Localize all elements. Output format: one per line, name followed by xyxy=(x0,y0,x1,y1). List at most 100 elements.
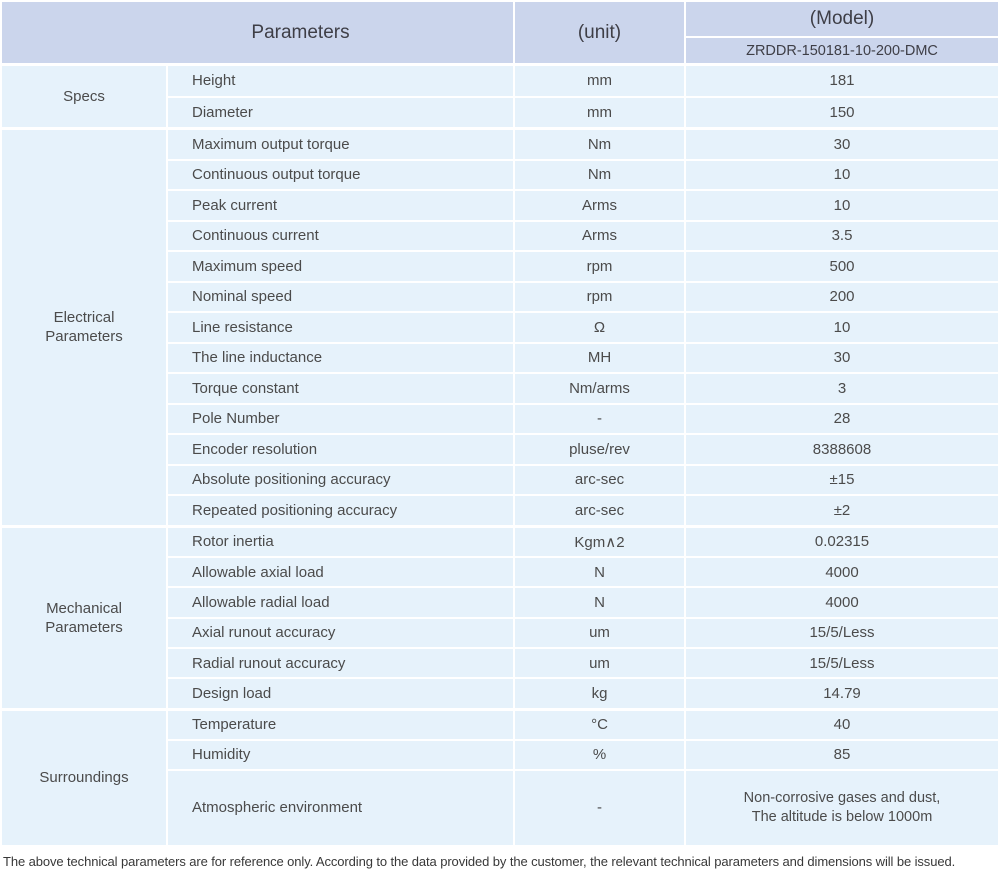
value-cell: 0.02315 xyxy=(686,527,998,556)
value-cell: 15/5/Less xyxy=(686,649,998,678)
table-header: Parameters (unit) (Model) ZRDDR-150181-1… xyxy=(2,2,998,63)
table-section: Specs Height mm 181 Diameter mm 150 xyxy=(2,66,998,127)
parameter-name-cell: Atmospheric environment xyxy=(168,770,513,845)
parameter-name-cell: Maximum speed xyxy=(168,252,513,281)
parameter-name-cell: Diameter xyxy=(168,97,513,127)
table-row: Rotor inertia Kgm∧2 0.02315 xyxy=(168,527,998,556)
table-row: Design load kg 14.79 xyxy=(168,679,998,708)
unit-cell: kg xyxy=(515,679,684,708)
parameter-name-cell: Continuous output torque xyxy=(168,160,513,189)
table-row: Peak current Arms 10 xyxy=(168,191,998,220)
table-row: Allowable axial load N 4000 xyxy=(168,557,998,587)
value-cell: 10 xyxy=(686,191,998,220)
table-row: Continuous current Arms 3.5 xyxy=(168,221,998,250)
table-row: Temperature °C 40 xyxy=(168,710,998,739)
unit-cell: arc-sec xyxy=(515,496,684,525)
table-row: Absolute positioning accuracy arc-sec ±1… xyxy=(168,465,998,494)
parameter-name-cell: Torque constant xyxy=(168,374,513,403)
value-cell: Non-corrosive gases and dust, The altitu… xyxy=(686,770,998,845)
table-row: Diameter mm 150 xyxy=(168,97,998,127)
unit-cell: rpm xyxy=(515,252,684,281)
table-row: Torque constant Nm/arms 3 xyxy=(168,374,998,403)
unit-cell: um xyxy=(515,649,684,678)
parameter-name-cell: Humidity xyxy=(168,740,513,769)
parameter-name-cell: Allowable axial load xyxy=(168,557,513,587)
value-cell: 4000 xyxy=(686,588,998,617)
parameter-name-cell: Line resistance xyxy=(168,313,513,342)
value-cell: 3.5 xyxy=(686,221,998,250)
parameter-name-cell: Nominal speed xyxy=(168,282,513,311)
unit-cell: arc-sec xyxy=(515,465,684,494)
unit-cell: pluse/rev xyxy=(515,435,684,464)
header-model-number: ZRDDR-150181-10-200-DMC xyxy=(686,38,998,63)
unit-cell: N xyxy=(515,557,684,587)
parameter-name-cell: Temperature xyxy=(168,710,513,739)
parameter-name-cell: The line inductance xyxy=(168,343,513,372)
header-model: (Model) xyxy=(686,2,998,36)
value-cell: 10 xyxy=(686,313,998,342)
parameter-name-cell: Axial runout accuracy xyxy=(168,618,513,648)
value-cell: 181 xyxy=(686,66,998,96)
parameter-name-cell: Height xyxy=(168,66,513,96)
parameter-name-cell: Peak current xyxy=(168,191,513,220)
table-row: Atmospheric environment - Non-corrosive … xyxy=(168,770,998,845)
unit-cell: um xyxy=(515,618,684,648)
category-cell: Electrical Parameters xyxy=(2,130,166,525)
value-cell: ±15 xyxy=(686,465,998,494)
value-cell: 28 xyxy=(686,404,998,433)
table-row: The line inductance MH 30 xyxy=(168,343,998,372)
unit-cell: % xyxy=(515,740,684,769)
value-cell: 30 xyxy=(686,343,998,372)
parameter-name-cell: Pole Number xyxy=(168,404,513,433)
unit-cell: Arms xyxy=(515,191,684,220)
table-row: Humidity % 85 xyxy=(168,740,998,769)
value-cell: 8388608 xyxy=(686,435,998,464)
unit-cell: mm xyxy=(515,66,684,96)
unit-cell: Ω xyxy=(515,313,684,342)
unit-cell: - xyxy=(515,770,684,845)
category-cell: Mechanical Parameters xyxy=(2,527,166,708)
unit-cell: rpm xyxy=(515,282,684,311)
unit-cell: - xyxy=(515,404,684,433)
table-row: Repeated positioning accuracy arc-sec ±2 xyxy=(168,496,998,525)
value-cell: 150 xyxy=(686,97,998,127)
parameter-name-cell: Absolute positioning accuracy xyxy=(168,465,513,494)
parameter-name-cell: Encoder resolution xyxy=(168,435,513,464)
footer-note: The above technical parameters are for r… xyxy=(3,853,956,869)
value-cell: 500 xyxy=(686,252,998,281)
header-parameters: Parameters xyxy=(2,2,513,63)
parameter-name-cell: Design load xyxy=(168,679,513,708)
value-cell: 10 xyxy=(686,160,998,189)
value-cell: 15/5/Less xyxy=(686,618,998,648)
section-rows: Maximum output torque Nm 30 Continuous o… xyxy=(168,130,998,525)
table-body: Specs Height mm 181 Diameter mm 150 Elec… xyxy=(2,66,998,845)
unit-cell: MH xyxy=(515,343,684,372)
parameter-name-cell: Repeated positioning accuracy xyxy=(168,496,513,525)
category-cell: Specs xyxy=(2,66,166,127)
parameter-name-cell: Radial runout accuracy xyxy=(168,649,513,678)
unit-cell: °C xyxy=(515,710,684,739)
unit-cell: Arms xyxy=(515,221,684,250)
parameter-name-cell: Rotor inertia xyxy=(168,527,513,556)
table-row: Allowable radial load N 4000 xyxy=(168,588,998,617)
unit-cell: Nm xyxy=(515,160,684,189)
table-row: Height mm 181 xyxy=(168,66,998,96)
parameter-name-cell: Maximum output torque xyxy=(168,130,513,159)
parameter-name-cell: Allowable radial load xyxy=(168,588,513,617)
section-rows: Height mm 181 Diameter mm 150 xyxy=(168,66,998,127)
unit-cell: N xyxy=(515,588,684,617)
header-unit: (unit) xyxy=(515,2,684,63)
table-row: Continuous output torque Nm 10 xyxy=(168,160,998,189)
table-row: Pole Number - 28 xyxy=(168,404,998,433)
unit-cell: Nm xyxy=(515,130,684,159)
value-cell: ±2 xyxy=(686,496,998,525)
unit-cell: Kgm∧2 xyxy=(515,527,684,556)
table-row: Encoder resolution pluse/rev 8388608 xyxy=(168,435,998,464)
value-cell: 14.79 xyxy=(686,679,998,708)
table-section: Mechanical Parameters Rotor inertia Kgm∧… xyxy=(2,527,998,708)
table-section: Electrical Parameters Maximum output tor… xyxy=(2,130,998,525)
section-rows: Temperature °C 40 Humidity % 85 Atmosphe… xyxy=(168,710,998,845)
unit-cell: Nm/arms xyxy=(515,374,684,403)
category-cell: Surroundings xyxy=(2,710,166,845)
